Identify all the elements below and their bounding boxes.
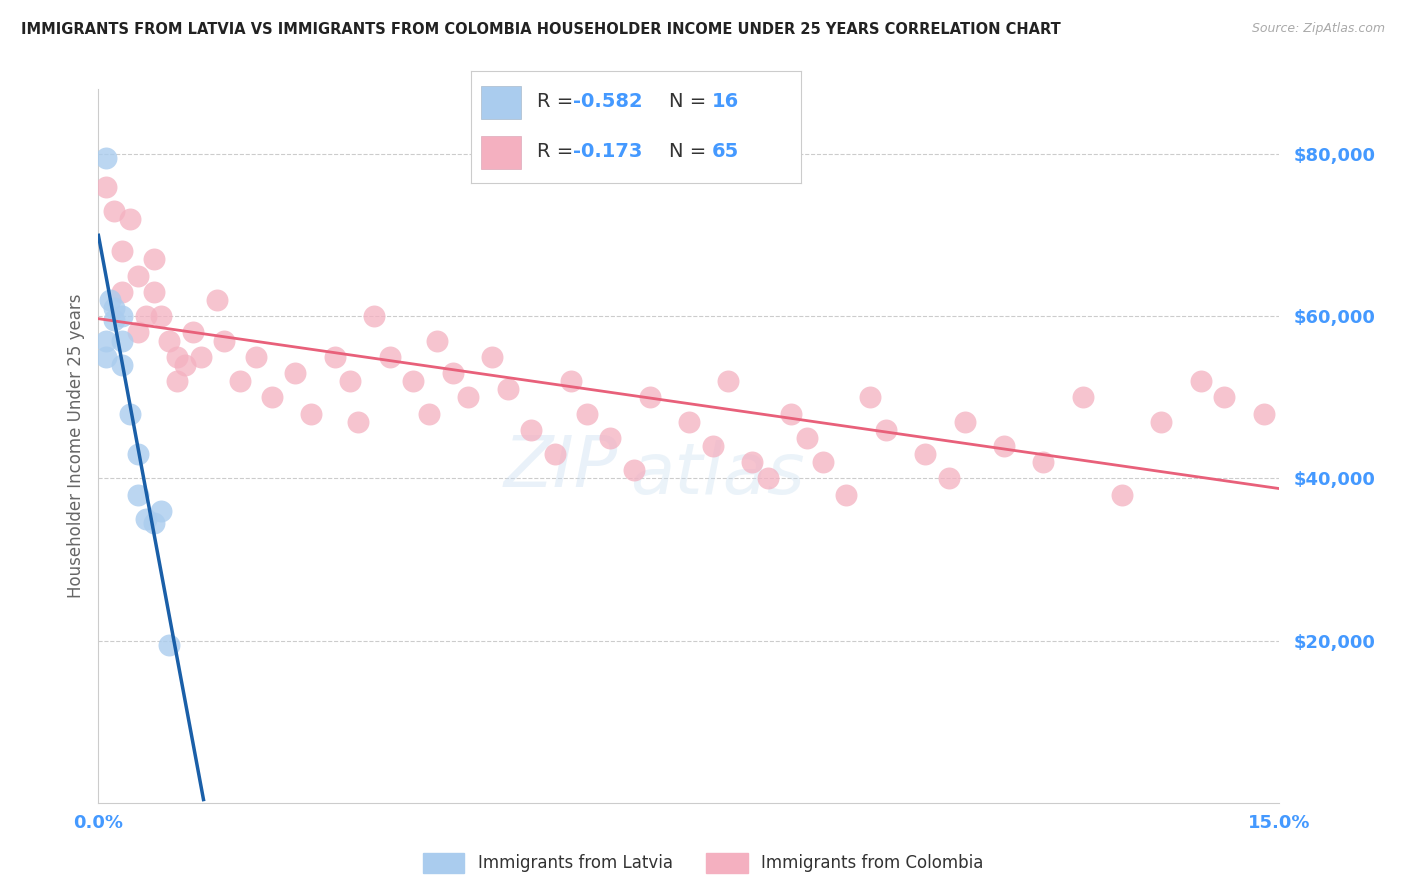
Point — [544, 447, 567, 461]
Point — [103, 313, 125, 327]
Point — [205, 293, 228, 307]
Point — [638, 390, 661, 404]
Point — [111, 244, 134, 259]
Point — [702, 439, 724, 453]
Point — [245, 350, 267, 364]
Point — [111, 285, 134, 299]
Point — [96, 350, 118, 364]
Point — [993, 439, 1015, 453]
Point — [835, 488, 858, 502]
Point — [96, 179, 118, 194]
Point — [339, 374, 361, 388]
Point — [811, 455, 834, 469]
Text: atlas: atlas — [630, 440, 804, 509]
Point — [496, 382, 519, 396]
Point — [1032, 455, 1054, 469]
Point — [98, 293, 121, 307]
Point — [717, 374, 740, 388]
Point — [363, 310, 385, 324]
Text: N =: N = — [669, 142, 713, 161]
Point — [157, 334, 180, 348]
FancyBboxPatch shape — [481, 136, 520, 169]
Point — [299, 407, 322, 421]
Point — [780, 407, 803, 421]
Point — [127, 447, 149, 461]
Point — [418, 407, 440, 421]
Point — [1111, 488, 1133, 502]
Point — [938, 471, 960, 485]
Point — [756, 471, 779, 485]
Point — [103, 301, 125, 315]
Text: R =: R = — [537, 92, 579, 111]
Point — [457, 390, 479, 404]
Point — [111, 310, 134, 324]
Point — [347, 415, 370, 429]
Point — [520, 423, 543, 437]
Text: -0.173: -0.173 — [574, 142, 643, 161]
Point — [323, 350, 346, 364]
Point — [875, 423, 897, 437]
Text: N =: N = — [669, 92, 713, 111]
Point — [96, 151, 118, 165]
Point — [135, 310, 157, 324]
Text: IMMIGRANTS FROM LATVIA VS IMMIGRANTS FROM COLOMBIA HOUSEHOLDER INCOME UNDER 25 Y: IMMIGRANTS FROM LATVIA VS IMMIGRANTS FRO… — [21, 22, 1062, 37]
Point — [111, 334, 134, 348]
Point — [796, 431, 818, 445]
Point — [127, 488, 149, 502]
Text: 16: 16 — [713, 92, 740, 111]
Point — [575, 407, 598, 421]
Point — [190, 350, 212, 364]
Point — [1150, 415, 1173, 429]
Point — [214, 334, 236, 348]
Point — [135, 512, 157, 526]
Point — [150, 504, 173, 518]
Point — [378, 350, 401, 364]
FancyBboxPatch shape — [481, 86, 520, 120]
Point — [229, 374, 252, 388]
Point — [678, 415, 700, 429]
Point — [181, 326, 204, 340]
Point — [953, 415, 976, 429]
Text: R =: R = — [537, 142, 579, 161]
Text: 65: 65 — [713, 142, 740, 161]
Point — [441, 366, 464, 380]
Point — [481, 350, 503, 364]
Point — [1071, 390, 1094, 404]
Point — [1253, 407, 1275, 421]
Point — [914, 447, 936, 461]
Point — [142, 285, 165, 299]
Text: ZIP: ZIP — [503, 433, 619, 502]
Point — [157, 638, 180, 652]
Point — [1189, 374, 1212, 388]
Point — [426, 334, 449, 348]
Point — [103, 203, 125, 218]
Point — [118, 211, 141, 226]
Y-axis label: Householder Income Under 25 years: Householder Income Under 25 years — [66, 293, 84, 599]
Point — [741, 455, 763, 469]
Point — [127, 326, 149, 340]
Point — [150, 310, 173, 324]
Point — [142, 252, 165, 267]
Point — [623, 463, 645, 477]
Point — [560, 374, 582, 388]
Point — [118, 407, 141, 421]
Point — [260, 390, 283, 404]
Point — [1213, 390, 1236, 404]
Legend: Immigrants from Latvia, Immigrants from Colombia: Immigrants from Latvia, Immigrants from … — [416, 847, 990, 880]
Point — [859, 390, 882, 404]
Text: -0.582: -0.582 — [574, 92, 643, 111]
Point — [142, 516, 165, 530]
Point — [599, 431, 621, 445]
Point — [174, 358, 197, 372]
Point — [402, 374, 425, 388]
Point — [127, 268, 149, 283]
Point — [111, 358, 134, 372]
Point — [166, 374, 188, 388]
Point — [166, 350, 188, 364]
Text: Source: ZipAtlas.com: Source: ZipAtlas.com — [1251, 22, 1385, 36]
Point — [284, 366, 307, 380]
Point — [96, 334, 118, 348]
